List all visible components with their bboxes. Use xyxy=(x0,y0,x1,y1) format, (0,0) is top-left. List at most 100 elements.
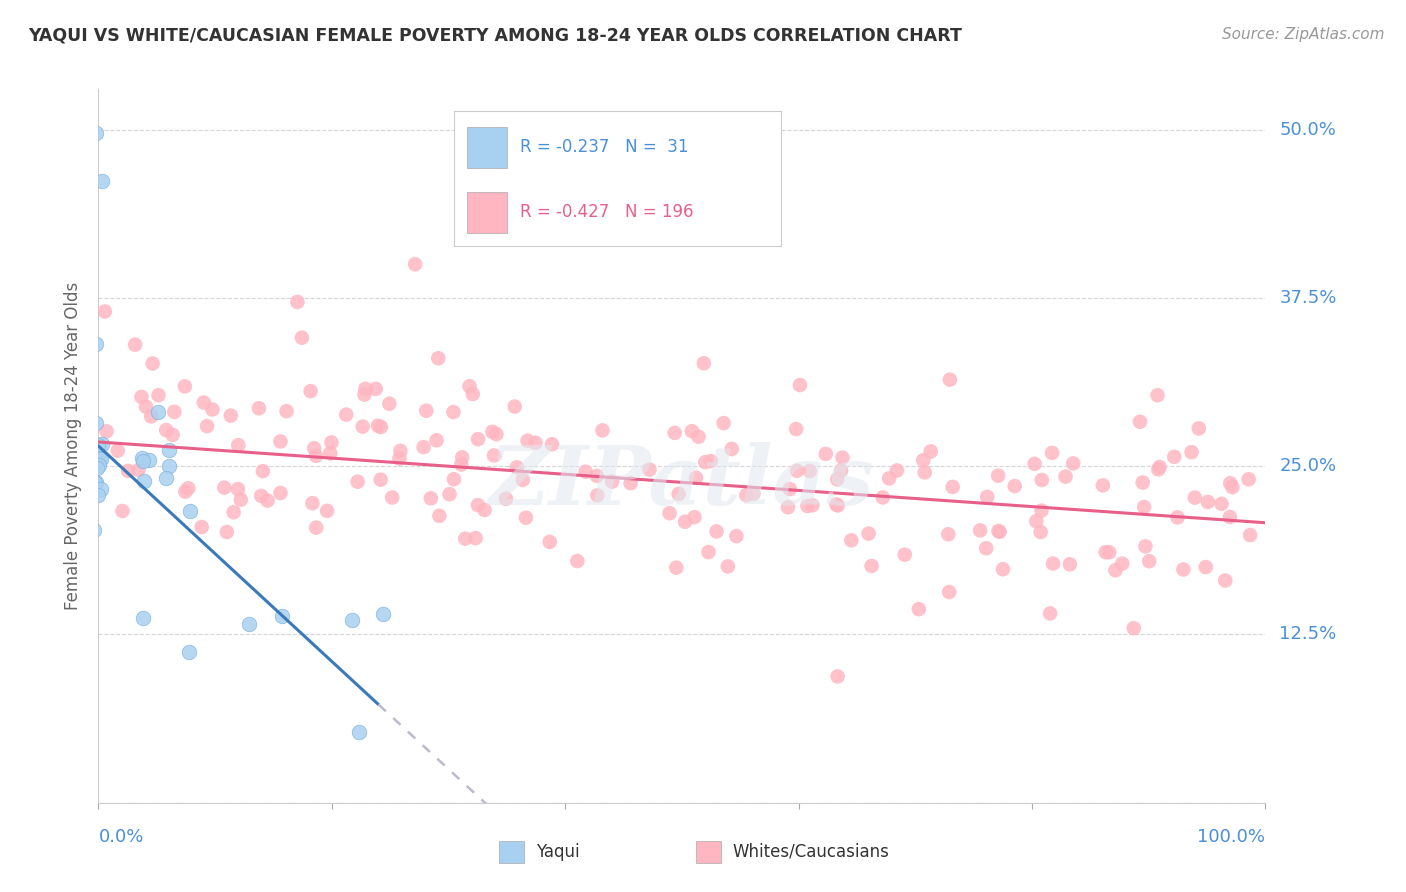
Point xyxy=(163,405,186,419)
Point xyxy=(299,384,322,398)
Point xyxy=(439,487,461,501)
Point xyxy=(877,471,900,485)
Point xyxy=(87,488,110,502)
Point xyxy=(638,462,661,476)
Point xyxy=(467,432,489,446)
Point xyxy=(725,529,748,543)
Point xyxy=(450,458,472,472)
Point xyxy=(451,450,474,465)
Point xyxy=(515,510,537,524)
Point xyxy=(138,452,160,467)
Text: ZIPatlas: ZIPatlas xyxy=(489,442,875,522)
Point xyxy=(291,331,314,345)
Point xyxy=(238,616,260,631)
Point xyxy=(786,464,808,478)
Point xyxy=(908,602,931,616)
Point xyxy=(658,506,681,520)
Point xyxy=(179,645,201,659)
Point xyxy=(443,405,465,419)
Point xyxy=(124,337,146,351)
Point xyxy=(1146,388,1168,402)
Point xyxy=(1137,554,1160,568)
Point xyxy=(1147,462,1170,476)
Point xyxy=(352,419,374,434)
Point xyxy=(1188,421,1211,435)
Point xyxy=(872,491,894,505)
Point xyxy=(988,524,1011,539)
Point xyxy=(697,545,720,559)
Point xyxy=(157,442,180,457)
Point xyxy=(1219,476,1241,491)
Point xyxy=(1135,539,1157,553)
Point xyxy=(219,409,242,423)
Point xyxy=(942,480,965,494)
Point xyxy=(1091,478,1114,492)
Point xyxy=(464,531,486,545)
Point xyxy=(938,585,960,599)
Text: 25.0%: 25.0% xyxy=(1279,458,1337,475)
Point xyxy=(1039,607,1062,621)
Point xyxy=(987,524,1010,538)
Point xyxy=(1040,446,1063,460)
Point xyxy=(685,471,707,485)
Text: Whites/Caucasians: Whites/Caucasians xyxy=(733,843,890,861)
Point xyxy=(353,387,375,401)
Point xyxy=(688,430,710,444)
Point xyxy=(370,420,392,434)
Point xyxy=(201,402,224,417)
Point xyxy=(1180,445,1202,459)
Text: Source: ZipAtlas.com: Source: ZipAtlas.com xyxy=(1222,27,1385,42)
Point xyxy=(229,492,252,507)
Point xyxy=(415,403,437,417)
Point xyxy=(969,524,991,538)
Point xyxy=(90,482,112,496)
Point xyxy=(700,454,723,468)
Point xyxy=(717,559,740,574)
Point xyxy=(90,452,112,467)
Point xyxy=(720,442,742,456)
Point xyxy=(179,504,201,518)
Point xyxy=(1173,562,1195,576)
Point xyxy=(287,294,309,309)
Point xyxy=(1149,460,1171,475)
Point xyxy=(1029,524,1052,539)
Point xyxy=(84,126,107,140)
Point xyxy=(388,451,411,466)
Point xyxy=(214,481,236,495)
Point xyxy=(1197,495,1219,509)
Point xyxy=(785,422,807,436)
Point xyxy=(141,409,163,424)
Point xyxy=(1222,480,1244,494)
Point xyxy=(673,515,696,529)
Point xyxy=(1213,574,1236,588)
Point xyxy=(827,669,849,683)
Point xyxy=(482,449,505,463)
Point xyxy=(585,469,607,483)
Point xyxy=(247,401,270,416)
Point xyxy=(155,423,177,437)
Point xyxy=(195,419,218,434)
Text: 37.5%: 37.5% xyxy=(1279,289,1337,307)
Point xyxy=(389,443,412,458)
Point xyxy=(222,505,245,519)
Point xyxy=(316,504,339,518)
Point xyxy=(301,496,323,510)
Point xyxy=(1239,528,1261,542)
Point xyxy=(1054,469,1077,483)
Point xyxy=(83,476,105,491)
Point xyxy=(302,441,325,455)
Point xyxy=(346,475,368,489)
Point xyxy=(335,408,357,422)
Point xyxy=(84,416,107,430)
Point xyxy=(443,472,465,486)
Point xyxy=(148,388,170,402)
Point xyxy=(1237,472,1260,486)
Point xyxy=(713,416,735,430)
Point xyxy=(538,534,561,549)
Point xyxy=(706,524,728,539)
Point xyxy=(991,562,1014,576)
Point xyxy=(567,554,589,568)
Point xyxy=(825,498,848,512)
Point xyxy=(485,427,508,442)
Point xyxy=(349,725,371,739)
